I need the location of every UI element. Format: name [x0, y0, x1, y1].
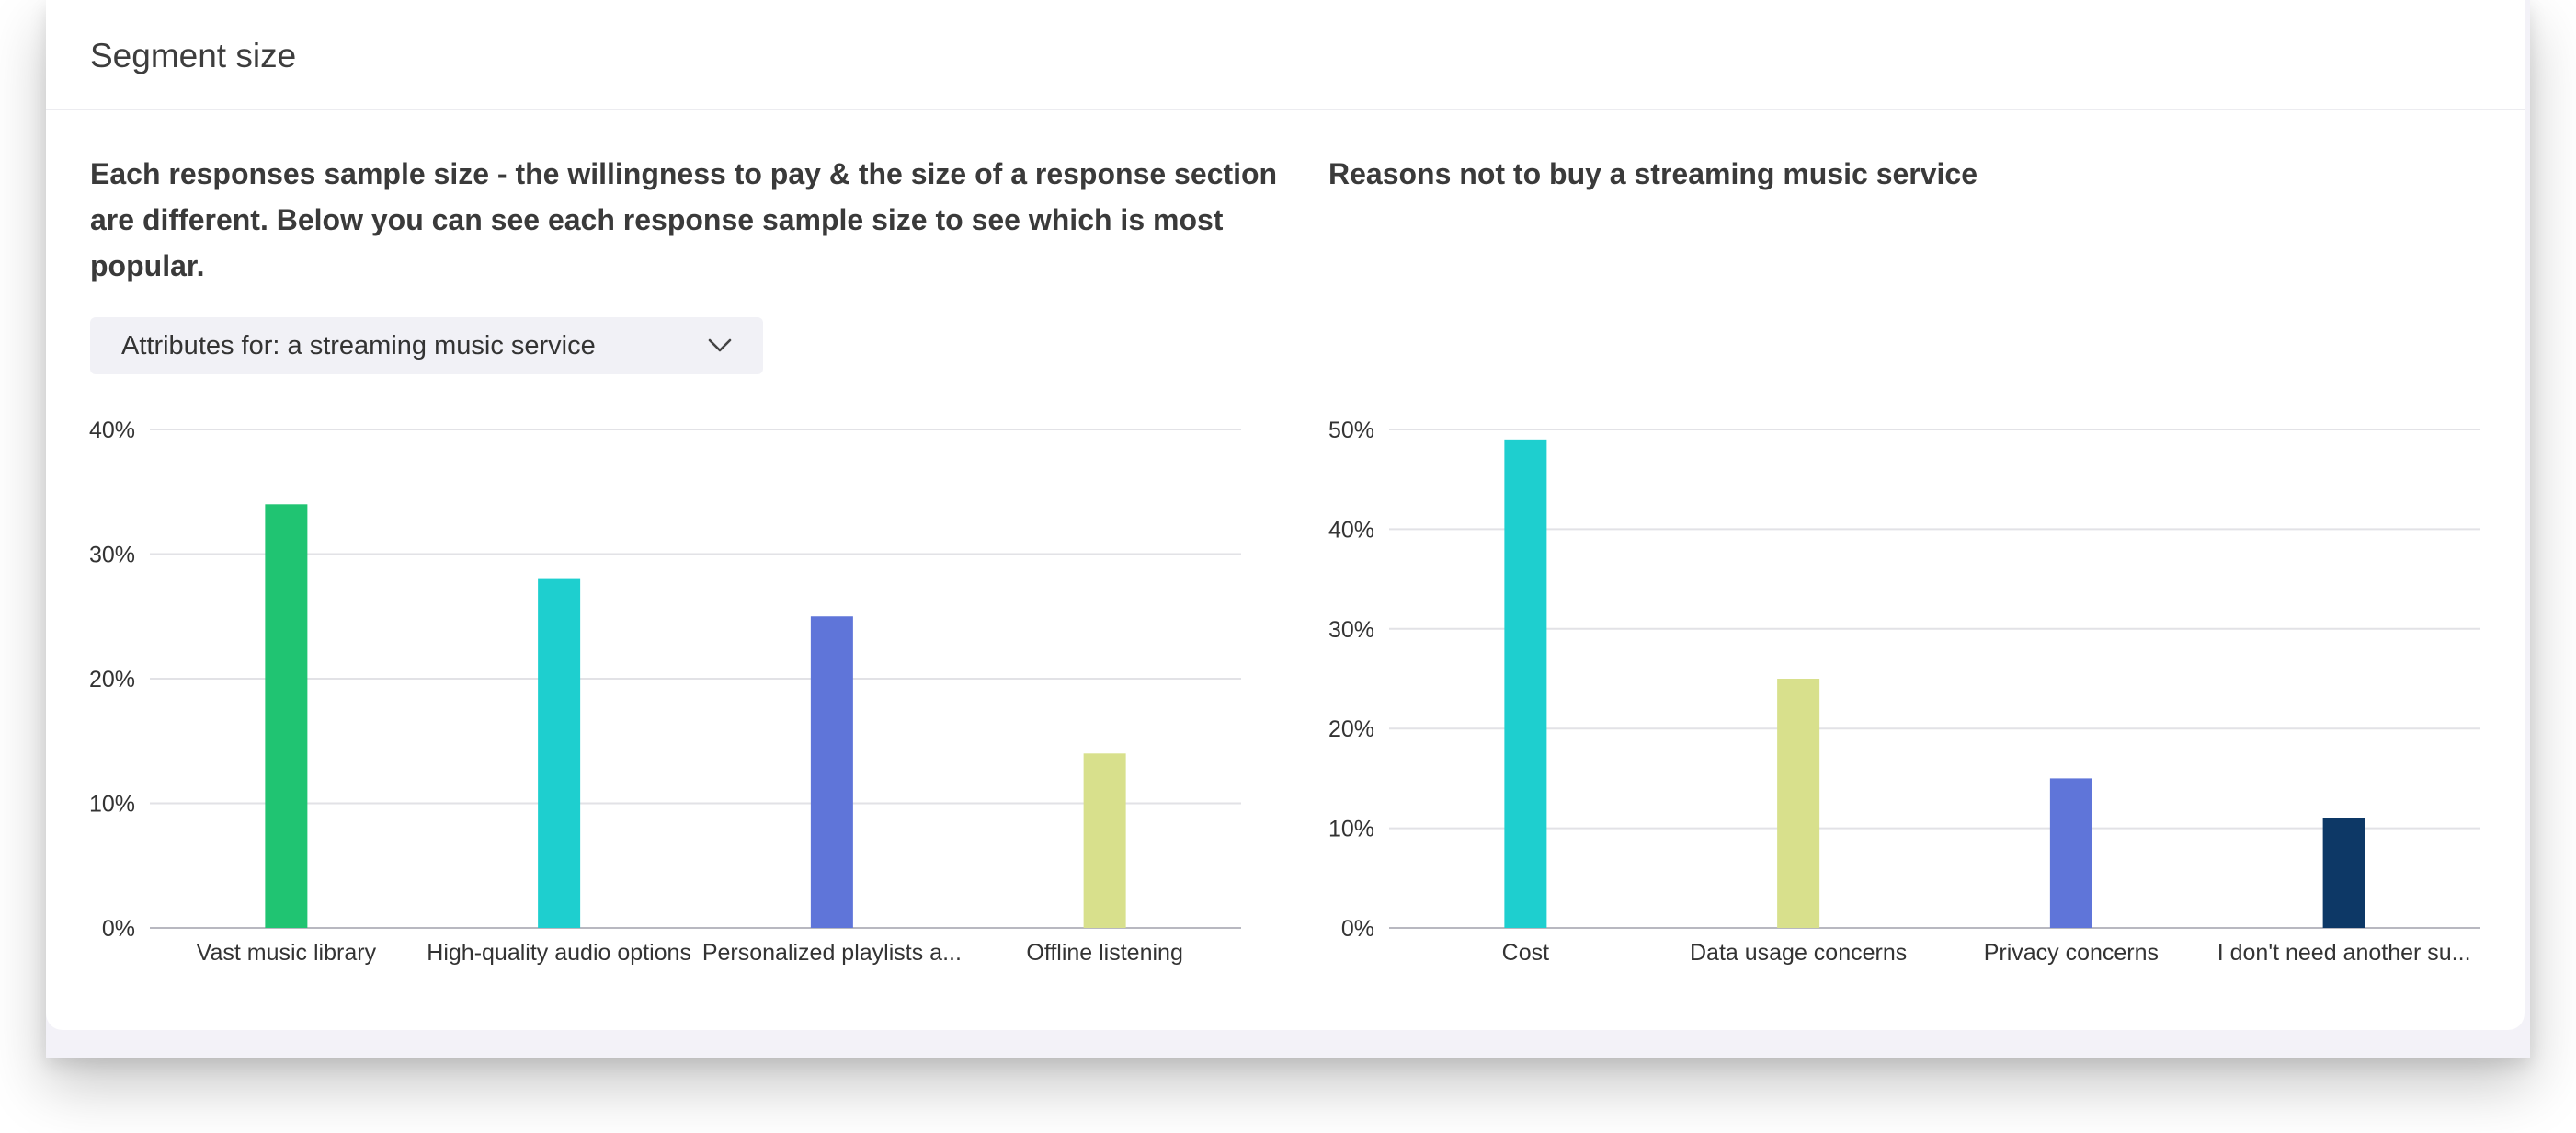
- reasons-bar-chart: 0% 10% 20% 30% 40% 50% Cost Data usage concerns…: [1328, 418, 2480, 966]
- dropdown-selected-value: Attributes for: a streaming music servic…: [121, 331, 596, 360]
- right-panel-description: Reasons not to buy a streaming music ser…: [1328, 157, 1978, 190]
- bar[interactable]: [1083, 753, 1126, 928]
- bar[interactable]: [810, 616, 853, 928]
- x-category-label: Cost: [1502, 940, 1549, 966]
- x-category-label: I don't need another su...: [2217, 940, 2471, 966]
- card-title: Segment size: [90, 37, 297, 74]
- bar[interactable]: [2322, 818, 2365, 928]
- left-panel-description: Each responses sample size - the willing…: [90, 157, 1278, 282]
- segment-size-card: Segment size Each responses sample size …: [46, 0, 2525, 1030]
- x-category-label: Personalized playlists a...: [702, 940, 962, 966]
- x-category-label: Data usage concerns: [1690, 940, 1907, 966]
- y-tick-label: 20%: [1328, 716, 1374, 742]
- card-header: Segment size: [46, 0, 2525, 110]
- y-tick-label: 10%: [1328, 817, 1374, 842]
- attributes-bar-chart: 0% 10% 20% 30% 40% Vast music library High-qua…: [89, 418, 1241, 966]
- y-tick-label: 0%: [102, 916, 135, 942]
- bar[interactable]: [1504, 439, 1547, 929]
- attributes-dropdown[interactable]: Attributes for: a streaming music servic…: [90, 317, 763, 374]
- y-tick-label: 40%: [89, 418, 135, 443]
- dashboard-frame: Segment size Each responses sample size …: [46, 0, 2530, 1058]
- chevron-down-icon: [708, 338, 732, 352]
- bar[interactable]: [1777, 679, 1820, 928]
- y-tick-label: 20%: [89, 667, 135, 692]
- y-tick-label: 30%: [89, 543, 135, 568]
- x-category-label: High-quality audio options: [427, 940, 691, 966]
- y-tick-label: 50%: [1328, 418, 1374, 443]
- y-tick-label: 0%: [1341, 916, 1374, 942]
- bar[interactable]: [538, 578, 581, 928]
- x-category-label: Privacy concerns: [1984, 940, 2159, 966]
- bar[interactable]: [2049, 778, 2092, 928]
- y-tick-label: 40%: [1328, 517, 1374, 543]
- bar[interactable]: [265, 504, 308, 928]
- y-tick-label: 10%: [89, 792, 135, 818]
- x-category-label: Offline listening: [1026, 940, 1182, 966]
- y-tick-label: 30%: [1328, 617, 1374, 643]
- x-category-label: Vast music library: [197, 940, 377, 966]
